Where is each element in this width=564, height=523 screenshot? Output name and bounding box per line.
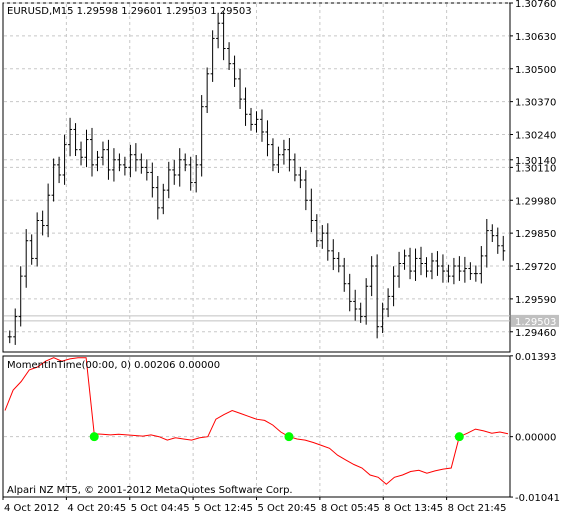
price-tick-label: 1.29460 — [515, 328, 556, 339]
price-tick-label: 1.30370 — [515, 98, 556, 109]
price-tick-label: 1.29720 — [515, 262, 556, 273]
current-price-tag — [511, 314, 559, 327]
price-tick-label: 1.30500 — [515, 65, 556, 76]
time-axis: 4 Oct 2012 4 Oct 20:45 5 Oct 04:45 5 Oct 12… — [2, 497, 507, 514]
signal-marker — [284, 432, 294, 442]
indicator-series-line — [4, 357, 509, 485]
price-tick-label: 1.30240 — [515, 131, 556, 142]
indicator-pane-title: MomentInTime(00:00, 0) 0.00206 0.00000 — [7, 360, 220, 371]
current-price-label: 1.29503 — [515, 317, 556, 328]
signal-marker — [454, 432, 464, 442]
price-tick-label: 1.30630 — [515, 32, 556, 43]
time-tick-label: 5 Oct 20:45 — [258, 503, 317, 514]
time-tick-label: 5 Oct 04:45 — [131, 503, 190, 514]
time-tick-label: 5 Oct 12:45 — [194, 503, 253, 514]
indicator-axis: 0.01393 0.00000 -0.01041 — [510, 352, 560, 504]
time-tick-label: 8 Oct 05:45 — [321, 503, 380, 514]
price-bars — [4, 11, 510, 345]
indicator-markers — [89, 432, 464, 442]
time-tick-label: 8 Oct 13:45 — [384, 503, 443, 514]
indicator-pane-grid — [4, 357, 509, 496]
indicator-line — [4, 357, 509, 485]
price-tick-label: 1.29590 — [515, 295, 556, 306]
copyright-text: Alpari NZ MT5, © 2001-2012 MetaQuotes So… — [7, 485, 293, 496]
indicator-tick-label: 0.00000 — [515, 433, 556, 444]
signal-marker — [89, 432, 99, 442]
price-tick-label: 1.30140 — [515, 156, 556, 167]
price-tick-label: 1.29980 — [515, 196, 556, 207]
price-tick-label: 1.29850 — [515, 229, 556, 240]
price-tick-label: 1.30760 — [515, 0, 556, 10]
indicator-tick-label: -0.01041 — [515, 493, 560, 504]
main-pane-grid — [4, 2, 509, 351]
main-pane-title: EURUSD,M15 1.29598 1.29601 1.29503 1.295… — [7, 6, 252, 17]
price-tick-label: 1.30110 — [515, 163, 556, 174]
indicator-tick-label: 0.01393 — [515, 352, 556, 363]
price-axis: 1.30760 1.30630 1.30500 1.30370 1.30240 1.301… — [510, 0, 559, 339]
time-tick-label: 8 Oct 21:45 — [448, 503, 507, 514]
time-tick-label: 4 Oct 2012 — [4, 503, 59, 514]
time-tick-label: 4 Oct 20:45 — [67, 503, 126, 514]
